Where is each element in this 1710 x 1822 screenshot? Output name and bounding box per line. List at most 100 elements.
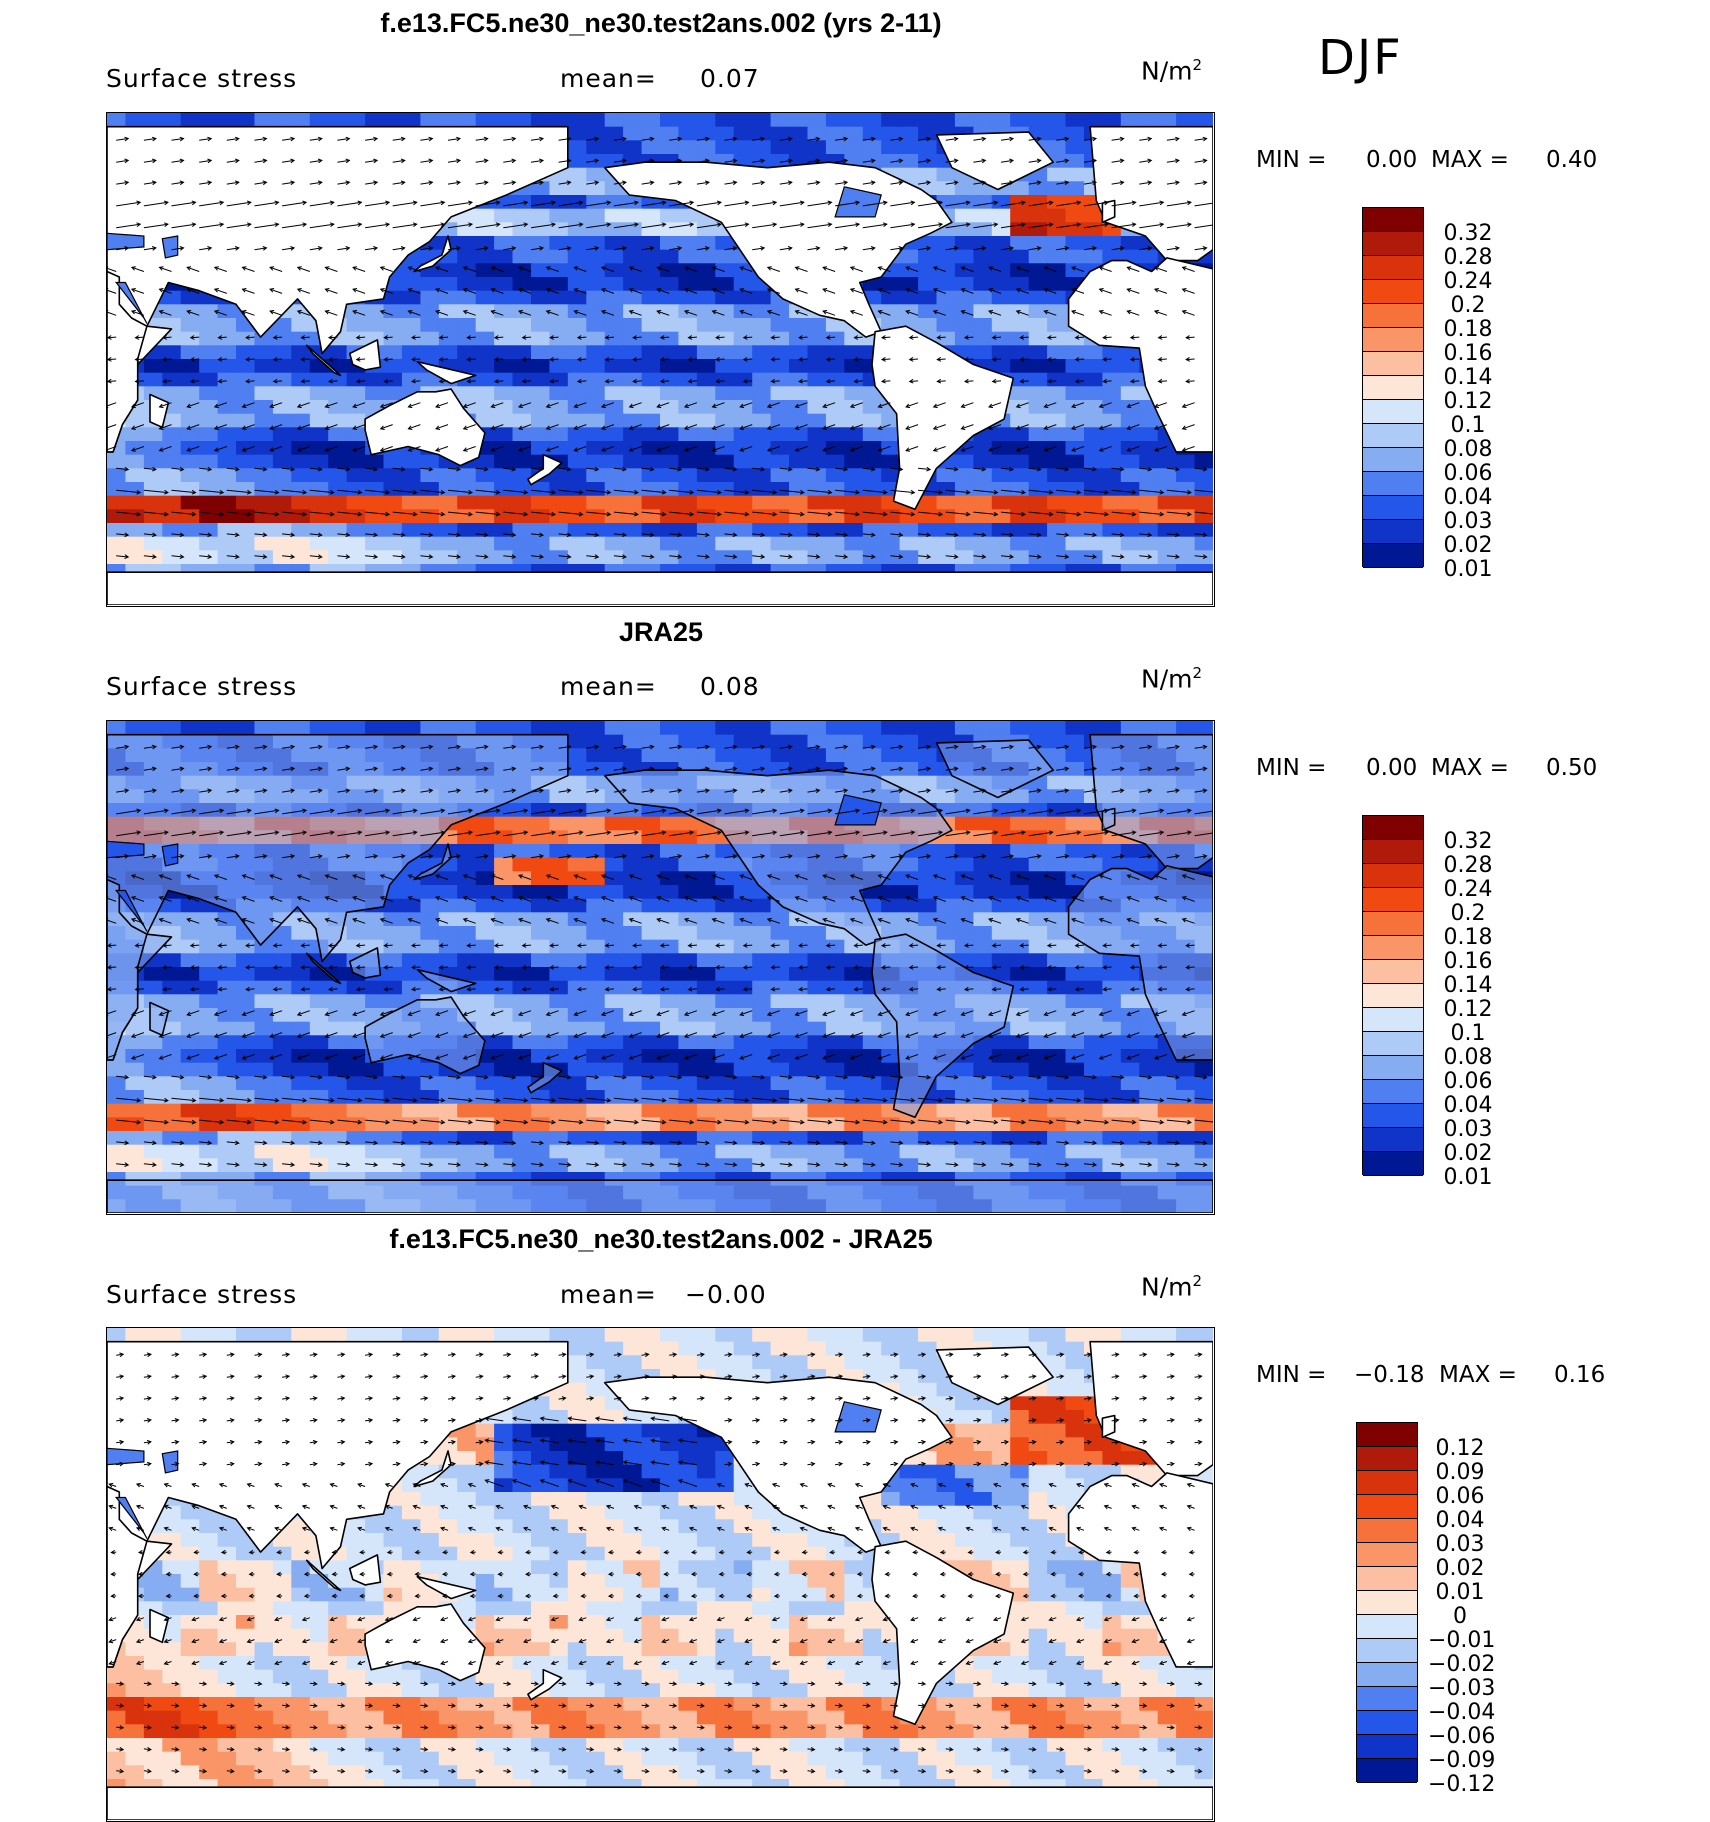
colorbar-swatch (1363, 1008, 1423, 1032)
colorbar-tick-label: 0.03 (1436, 1117, 1500, 1142)
colorbar-swatch (1357, 1615, 1417, 1639)
units-label: N/m2 (1141, 664, 1202, 693)
min-label: MIN = (1256, 1362, 1326, 1388)
colorbar-swatch (1363, 424, 1423, 448)
colorbar-tick-label: −0.12 (1428, 1772, 1492, 1797)
colorbar-swatches (1362, 207, 1424, 567)
min-value: 0.00 (1366, 147, 1417, 173)
colorbar-tick-label: 0.01 (1436, 557, 1500, 582)
colorbar-swatch (1363, 544, 1423, 568)
colorbar-swatch (1363, 1056, 1423, 1080)
colorbar-swatch (1357, 1711, 1417, 1735)
min-value: 0.00 (1366, 755, 1417, 781)
colorbar-tick-label: 0.14 (1436, 973, 1500, 998)
colorbar-tick-label: 0.16 (1436, 949, 1500, 974)
colorbar-tick-label: 0.12 (1436, 389, 1500, 414)
colorbar-swatch (1357, 1423, 1417, 1447)
colorbar-tick-label: 0.14 (1436, 365, 1500, 390)
min-max-readout: MIN = 0.00 MAX = 0.50 (1256, 755, 1326, 781)
colorbar-swatch (1363, 816, 1423, 840)
colorbar-swatch (1363, 352, 1423, 376)
colorbar-swatch (1363, 1152, 1423, 1176)
colorbar-tick-label: −0.03 (1428, 1676, 1492, 1701)
colorbar-swatch (1363, 864, 1423, 888)
colorbar-swatch (1363, 400, 1423, 424)
panel-title: JRA25 (108, 617, 1214, 648)
colorbar-swatch (1363, 328, 1423, 352)
colorbar-swatch (1363, 232, 1423, 256)
colorbar-swatch (1363, 912, 1423, 936)
colorbar-swatch (1363, 448, 1423, 472)
colorbar-swatch (1357, 1447, 1417, 1471)
colorbar-tick-label: 0.24 (1436, 269, 1500, 294)
max-label: MAX = (1431, 755, 1509, 781)
mean-value: −0.00 (685, 1280, 767, 1309)
colorbar-tick-label: 0.2 (1436, 293, 1500, 318)
max-label: MAX = (1431, 147, 1509, 173)
colorbar-tick-label: 0.28 (1436, 245, 1500, 270)
season-label: DJF (1318, 30, 1403, 86)
colorbar-swatch (1357, 1567, 1417, 1591)
colorbar-swatch (1363, 376, 1423, 400)
max-value: 0.50 (1546, 755, 1597, 781)
colorbar-tick-label: −0.01 (1428, 1628, 1492, 1653)
colorbar-tick-label: 0.12 (1436, 997, 1500, 1022)
colorbar-tick-label: 0.02 (1436, 533, 1500, 558)
colorbar-tick-label: 0.01 (1428, 1580, 1492, 1605)
colorbar-swatch (1363, 472, 1423, 496)
colorbar-tick-label: −0.02 (1428, 1652, 1492, 1677)
colorbar-tick-label: −0.06 (1428, 1724, 1492, 1749)
colorbar-tick-label: 0.06 (1436, 1069, 1500, 1094)
colorbar-swatch (1357, 1471, 1417, 1495)
colorbar-tick-label: 0.04 (1436, 485, 1500, 510)
map-frame (106, 112, 1215, 607)
colorbar-tick-label: 0 (1428, 1604, 1492, 1629)
units-label: N/m2 (1141, 1272, 1202, 1301)
colorbar-tick-label: 0.12 (1428, 1436, 1492, 1461)
colorbar-swatch (1357, 1639, 1417, 1663)
colorbar-tick-label: 0.08 (1436, 437, 1500, 462)
world-map (107, 1328, 1213, 1820)
colorbar-swatch (1363, 256, 1423, 280)
colorbar-swatch (1363, 960, 1423, 984)
colorbar-swatch (1363, 280, 1423, 304)
colorbar-swatches (1356, 1422, 1418, 1782)
colorbar-tick-label: 0.2 (1436, 901, 1500, 926)
colorbar-tick-label: 0.32 (1436, 829, 1500, 854)
colorbar-tick-label: 0.09 (1428, 1460, 1492, 1485)
map-frame (106, 720, 1215, 1215)
colorbar-tick-label: 0.01 (1436, 1165, 1500, 1190)
colorbar-swatch (1363, 1032, 1423, 1056)
colorbar-swatch (1357, 1663, 1417, 1687)
colorbar-tick-label: 0.06 (1428, 1484, 1492, 1509)
colorbar-tick-label: 0.04 (1436, 1093, 1500, 1118)
colorbar-tick-label: −0.04 (1428, 1700, 1492, 1725)
variable-label: Surface stress (106, 672, 297, 701)
colorbar-swatch (1357, 1495, 1417, 1519)
colorbar-tick-label: 0.32 (1436, 221, 1500, 246)
colorbar-swatch (1357, 1759, 1417, 1783)
colorbar-tick-label: 0.06 (1436, 461, 1500, 486)
colorbar-swatch (1357, 1687, 1417, 1711)
colorbar-swatch (1357, 1735, 1417, 1759)
world-map (107, 113, 1213, 605)
colorbar-swatch (1363, 888, 1423, 912)
mean-label: mean= (560, 1280, 657, 1309)
colorbar-swatch (1363, 840, 1423, 864)
max-value: 0.16 (1554, 1362, 1605, 1388)
colorbar-tick-label: 0.18 (1436, 317, 1500, 342)
colorbar-tick-label: 0.1 (1436, 413, 1500, 438)
colorbar-tick-label: 0.03 (1428, 1532, 1492, 1557)
colorbar-tick-label: 0.1 (1436, 1021, 1500, 1046)
colorbar-swatch (1363, 936, 1423, 960)
colorbar-swatches (1362, 815, 1424, 1175)
min-label: MIN = (1256, 755, 1326, 781)
min-value: −0.18 (1354, 1362, 1424, 1388)
colorbar-swatch (1363, 1080, 1423, 1104)
colorbar-tick-label: 0.08 (1436, 1045, 1500, 1070)
colorbar-swatch (1363, 520, 1423, 544)
mean-value: 0.08 (700, 672, 760, 701)
